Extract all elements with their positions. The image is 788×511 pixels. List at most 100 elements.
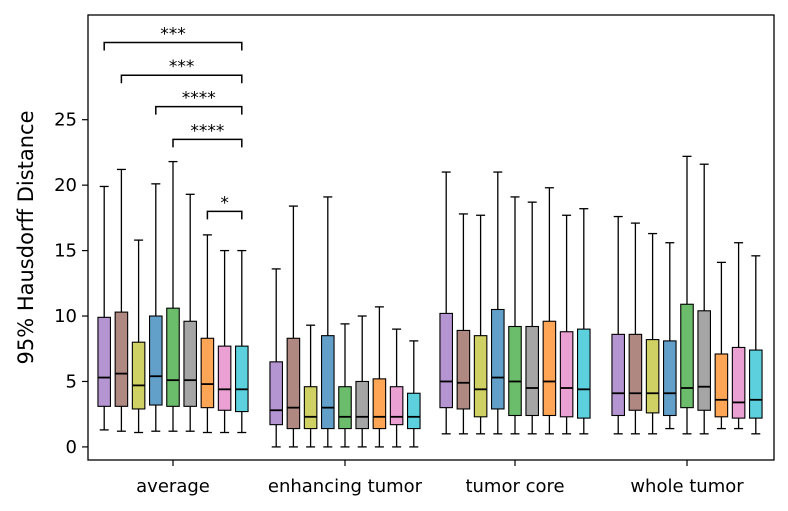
box xyxy=(680,155,694,435)
x-tick-label-enhancing-tumor: enhancing tumor xyxy=(268,476,423,497)
box-body xyxy=(559,331,574,418)
box xyxy=(731,242,746,430)
significance-label: *** xyxy=(169,57,195,77)
box xyxy=(114,168,129,432)
box xyxy=(355,315,370,448)
box-body xyxy=(508,325,522,417)
significance-label: **** xyxy=(182,89,216,109)
axes-frame xyxy=(87,14,775,461)
y-tick-label: 5 xyxy=(66,371,77,392)
box-body xyxy=(114,311,129,407)
box xyxy=(166,160,180,432)
box xyxy=(235,249,249,434)
x-tick-label-tumor-core: tumor core xyxy=(465,476,564,497)
significance-label: *** xyxy=(160,24,186,44)
box-body xyxy=(149,315,163,406)
box xyxy=(320,196,335,448)
significance-bracket: *** xyxy=(120,57,243,84)
box xyxy=(372,306,387,448)
box-body xyxy=(697,310,712,411)
box xyxy=(269,268,284,448)
box-body xyxy=(611,333,626,417)
box-body xyxy=(576,328,591,419)
box-body xyxy=(645,339,660,414)
box xyxy=(406,340,421,448)
bracket-line xyxy=(120,74,243,84)
box-body xyxy=(166,307,180,407)
y-tick-label: 20 xyxy=(54,175,77,196)
box-body xyxy=(680,303,694,409)
box-body xyxy=(542,320,557,417)
significance-bracket: **** xyxy=(172,121,243,148)
box xyxy=(456,213,471,435)
box xyxy=(183,193,197,432)
box-body xyxy=(714,353,729,418)
box xyxy=(748,255,763,435)
box xyxy=(149,183,163,432)
box-body xyxy=(662,340,677,417)
significance-label: * xyxy=(220,193,229,213)
box xyxy=(559,214,574,435)
box-body xyxy=(320,335,335,430)
box-body xyxy=(217,345,232,411)
box xyxy=(714,261,729,430)
box xyxy=(389,328,404,448)
box-body xyxy=(406,392,421,430)
y-tick-label: 25 xyxy=(54,110,77,131)
box xyxy=(542,187,557,435)
box-body xyxy=(200,337,215,409)
box-body xyxy=(235,345,249,413)
box-body xyxy=(628,333,643,411)
box xyxy=(97,185,111,431)
box xyxy=(508,196,522,435)
significance-bracket: *** xyxy=(103,24,243,51)
box xyxy=(439,171,454,435)
y-axis-title: 95% Hausdorff Distance xyxy=(14,110,38,364)
box-body xyxy=(131,341,146,410)
box xyxy=(628,222,643,435)
box-body xyxy=(748,349,763,419)
y-tick-label: 15 xyxy=(54,241,77,262)
box xyxy=(490,171,505,435)
box-group-average xyxy=(97,160,249,434)
box xyxy=(131,239,146,434)
box xyxy=(217,249,232,434)
box xyxy=(611,215,626,435)
box xyxy=(286,205,301,448)
x-tick-label-whole-tumor: whole tumor xyxy=(630,476,744,497)
box xyxy=(473,214,488,435)
significance-label: **** xyxy=(190,121,224,141)
box-body xyxy=(731,346,746,419)
bracket-line xyxy=(206,210,243,220)
box-body xyxy=(269,361,284,426)
box-group-enhancing-tumor xyxy=(269,196,421,448)
y-tick-label: 10 xyxy=(54,306,77,327)
x-tick-label-average: average xyxy=(136,476,210,497)
box xyxy=(697,163,712,435)
box-body xyxy=(389,386,404,426)
box-body xyxy=(183,320,197,407)
box-body xyxy=(355,380,370,430)
box-body xyxy=(338,386,352,430)
box xyxy=(200,234,215,434)
box-body xyxy=(286,337,301,430)
box-body xyxy=(473,335,488,418)
box-body xyxy=(456,329,471,410)
y-tick-label: 0 xyxy=(66,437,77,458)
bracket-line xyxy=(155,105,243,115)
box-body xyxy=(97,316,111,407)
box-group-whole-tumor xyxy=(611,155,763,435)
box xyxy=(576,208,591,435)
box-body xyxy=(372,378,387,430)
box-body xyxy=(525,325,540,417)
box-body xyxy=(303,386,318,430)
box xyxy=(662,242,677,430)
box xyxy=(525,201,540,435)
box-body xyxy=(490,308,505,410)
significance-bracket: * xyxy=(206,193,243,220)
box xyxy=(338,323,352,448)
box xyxy=(303,324,318,448)
box-body xyxy=(439,312,454,409)
